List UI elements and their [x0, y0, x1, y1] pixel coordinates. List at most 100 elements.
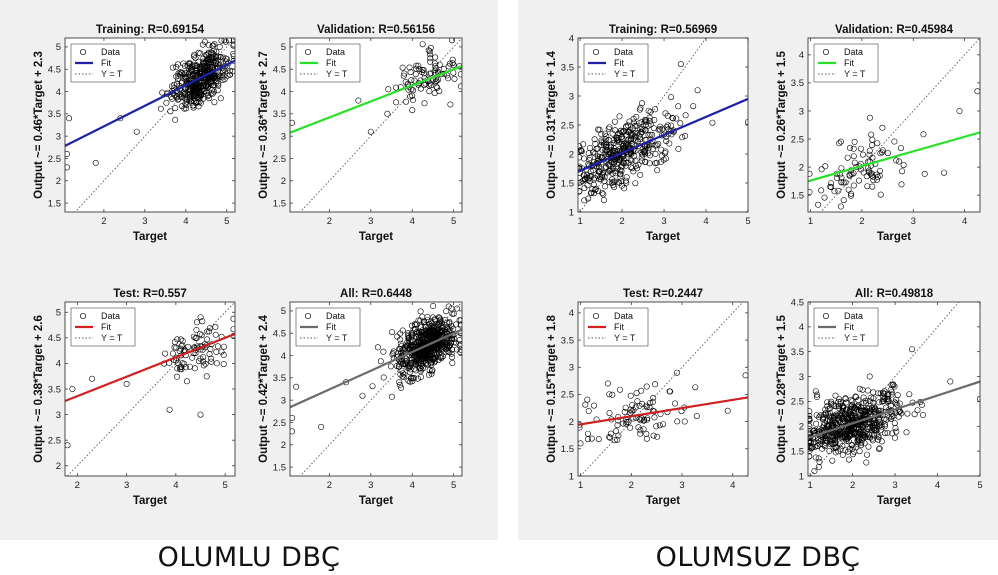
data-point	[188, 63, 195, 70]
data-point	[183, 102, 190, 109]
y-tick-label: 2	[281, 176, 286, 187]
x-tick-label: 4	[410, 216, 415, 227]
data-point	[208, 355, 215, 362]
data-point	[211, 40, 218, 47]
legend-data-label: Data	[614, 47, 633, 57]
y-tick-label: 4.5	[273, 65, 286, 76]
fit-line	[290, 64, 462, 134]
data-point	[213, 360, 220, 367]
y-tick-label: 2.5	[48, 435, 61, 446]
data-point	[216, 43, 223, 50]
data-point	[177, 336, 184, 343]
y-tick-label: 1	[569, 471, 574, 482]
y-tick-label: 3.5	[561, 335, 574, 346]
data-point	[230, 38, 235, 44]
x-tick-label: 3	[124, 480, 129, 491]
y-tick-label: 2.5	[273, 154, 286, 165]
data-point	[220, 72, 227, 79]
y-tick-label: 5	[281, 42, 286, 53]
y-axis-label: Output ~= 0.31*Target + 1.4	[546, 51, 558, 199]
data-point	[217, 95, 224, 102]
y-tick-label: 4	[56, 359, 61, 370]
x-tick-label: 2	[101, 216, 106, 227]
y-tick-label: 3.5	[273, 373, 286, 384]
chart-title: Training: R=0.56969	[609, 24, 717, 36]
x-tick-label: 3	[368, 216, 373, 227]
x-tick-label: 5	[977, 480, 982, 491]
y-axis-label: Output ~= 0.28*Target + 1.5	[776, 315, 788, 463]
data-point	[213, 59, 220, 66]
data-point	[200, 83, 207, 90]
y-axis-label: Output ~= 0.26*Target + 1.5	[776, 51, 788, 199]
x-tick-label: 5	[222, 480, 227, 491]
legend-data-label: Data	[844, 311, 863, 321]
y-tick-label: 3.5	[273, 109, 286, 120]
x-tick-label: 3	[368, 480, 373, 491]
legend-data-marker	[79, 312, 87, 320]
x-tick-label: 2	[619, 216, 624, 227]
data-point	[407, 93, 414, 100]
x-tick-label: 3	[679, 480, 684, 491]
data-point	[210, 51, 217, 58]
data-point	[169, 64, 176, 71]
data-point	[433, 77, 440, 84]
data-point	[89, 375, 96, 382]
y-tick-label: 1.5	[791, 446, 804, 457]
data-point	[393, 99, 400, 106]
data-point	[220, 361, 227, 368]
data-point	[432, 67, 439, 74]
data-point	[434, 84, 441, 91]
data-point	[385, 86, 392, 93]
data-point	[195, 58, 202, 65]
data-point	[197, 90, 204, 97]
data-point	[408, 77, 415, 84]
data-point	[214, 343, 221, 350]
data-point	[179, 360, 186, 367]
data-point	[92, 159, 99, 166]
data-point	[406, 64, 413, 71]
chart-title: Validation: R=0.56156	[317, 24, 435, 36]
data-point	[230, 326, 235, 333]
y-axis-label: Output ~= 0.46*Target + 2.3	[33, 51, 45, 199]
data-point	[178, 366, 185, 373]
data-point	[380, 374, 387, 381]
data-point	[168, 94, 175, 101]
data-point	[195, 49, 202, 56]
legend-yt-label: Y = T	[614, 333, 636, 343]
data-point	[204, 93, 211, 100]
data-point	[183, 105, 190, 112]
data-point	[206, 328, 213, 335]
y-tick-label: 4	[281, 87, 286, 98]
legend-data-label: Data	[101, 47, 120, 57]
legend-yt-label: Y = T	[614, 69, 636, 79]
y-tick-label: 2	[56, 461, 61, 472]
data-point	[219, 77, 226, 84]
x-tick-label: 5	[451, 480, 456, 491]
data-point	[65, 151, 70, 157]
data-point	[426, 51, 433, 58]
legend-yt-label: Y = T	[326, 69, 348, 79]
data-point	[223, 55, 230, 62]
y-tick-label: 4.5	[791, 297, 804, 308]
legend-data-label: Data	[326, 47, 345, 57]
data-point	[220, 54, 227, 61]
y-tick-label: 3.5	[791, 78, 804, 89]
legend-fit-label: Fit	[101, 322, 111, 332]
data-point	[445, 75, 452, 82]
y-tick-label: 2.5	[48, 154, 61, 165]
data-point	[157, 105, 164, 112]
x-tick-label: 4	[935, 480, 940, 491]
data-point	[172, 116, 179, 123]
data-point	[177, 345, 184, 352]
y-tick-label: 3.5	[561, 62, 574, 73]
data-point	[451, 75, 458, 82]
y-tick-label: 4	[56, 87, 61, 98]
chart-title: Test: R=0.2447	[623, 288, 703, 300]
x-tick-label: 5	[745, 216, 750, 227]
chart-olumsuz-test: 1 2 3 4 1 1.5 2 2.5 3 3.5 4 Test: R=0.2447 Target Out…	[546, 288, 749, 507]
data-point	[384, 110, 391, 117]
x-axis-label: Target	[359, 495, 393, 507]
chart-olumlu-validation: 2 3 4 5 1.5 2 2.5 3 3.5 4 4.5 5 Validation: R=0.5615…	[258, 24, 463, 243]
x-tick-label: 4	[183, 216, 188, 227]
data-point	[198, 332, 205, 339]
